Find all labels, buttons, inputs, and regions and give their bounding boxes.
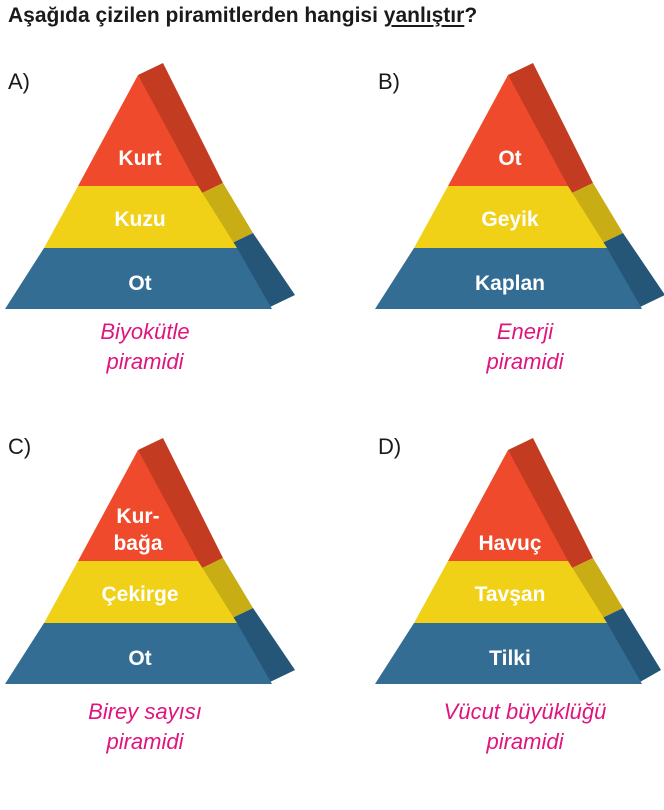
level-top-label: Havuç [478, 532, 541, 555]
pyramid-level-middle [414, 186, 607, 248]
pyramid-side-bottom [598, 233, 664, 307]
level-middle-label: Tavşan [475, 583, 546, 606]
pyramid-side-top [508, 438, 593, 570]
pyramid-side-top [138, 63, 223, 195]
pyramid-side-top [508, 63, 593, 195]
question-prefix: Aşağıda çizilen piramitlerden hangisi [8, 4, 384, 27]
question-underlined-word: yanlıştır [383, 4, 465, 27]
caption-a: Biyokütle piramidi [15, 317, 275, 377]
caption-d: Vücut büyüklüğü piramidi [395, 697, 655, 757]
pyramid-side-bottom [228, 608, 295, 682]
pyramid-b: Ot Geyik Kaplan [375, 63, 664, 309]
level-middle-label: Kuzu [114, 208, 165, 231]
pyramid-a: Kurt Kuzu Ot [5, 63, 295, 309]
option-letter: B) [378, 69, 400, 94]
caption-line-2: piramidi [106, 349, 184, 374]
caption-line-2: piramidi [106, 729, 184, 754]
question-suffix: ? [464, 4, 478, 27]
option-c[interactable]: C) Kur- bağa Çekirge Ot Birey sayısı pir… [0, 430, 330, 810]
pyramid-side-middle [568, 183, 623, 245]
level-middle-label: Geyik [481, 208, 539, 231]
pyramid-c: Kur- bağa Çekirge Ot [5, 438, 295, 684]
level-top-label-line-1: Kur- [116, 505, 159, 528]
option-letter: D) [378, 434, 402, 459]
caption-line-1: Enerji [496, 319, 554, 344]
level-bottom-label: Kaplan [475, 272, 545, 295]
pyramid-level-bottom [375, 248, 642, 309]
option-d[interactable]: D) Havuç Tavşan Tilki Vücut büyüklüğü pi… [370, 430, 664, 810]
pyramid-side-top [138, 438, 223, 570]
pyramid-side-middle [198, 183, 253, 245]
pyramid-level-top [448, 450, 568, 561]
option-a[interactable]: A) Kurt Kuzu Ot Biyokütle piramidi [0, 55, 330, 435]
pyramid-level-top [78, 450, 198, 561]
pyramid-level-top [448, 75, 568, 186]
caption-c: Birey sayısı piramidi [15, 697, 275, 757]
pyramid-level-top [78, 75, 198, 186]
pyramid-d: Havuç Tavşan Tilki [375, 438, 661, 684]
level-bottom-label: Tilki [489, 647, 531, 670]
caption-line-1: Vücut büyüklüğü [443, 699, 607, 724]
level-top-label-line-2: bağa [113, 532, 162, 555]
pyramid-side-middle [568, 558, 623, 620]
option-letter: C) [8, 434, 32, 459]
caption-line-1: Birey sayısı [88, 699, 202, 724]
level-middle-label: Çekirge [101, 583, 178, 606]
caption-line-1: Biyokütle [100, 319, 190, 344]
pyramid-side-bottom [228, 233, 295, 307]
level-top-label: Kurt [118, 147, 161, 170]
pyramid-level-bottom [5, 248, 272, 309]
pyramid-side-bottom [598, 608, 661, 682]
pyramid-level-bottom [5, 623, 272, 684]
level-bottom-label: Ot [128, 647, 151, 670]
pyramid-side-middle [198, 558, 253, 620]
level-top-label: Ot [498, 147, 521, 170]
pyramid-level-middle [44, 186, 237, 248]
level-bottom-label: Ot [128, 272, 151, 295]
caption-line-2: piramidi [486, 729, 564, 754]
pyramid-level-bottom [375, 623, 642, 684]
caption-line-2: piramidi [486, 349, 564, 374]
pyramid-level-middle [44, 561, 237, 623]
option-b[interactable]: B) Ot Geyik Kaplan Enerji piramidi [370, 55, 664, 435]
question-text: Aşağıda çizilen piramitlerden hangisi ya… [8, 4, 477, 28]
caption-b: Enerji piramidi [395, 317, 655, 377]
pyramid-level-middle [414, 561, 607, 623]
option-letter: A) [8, 69, 30, 94]
